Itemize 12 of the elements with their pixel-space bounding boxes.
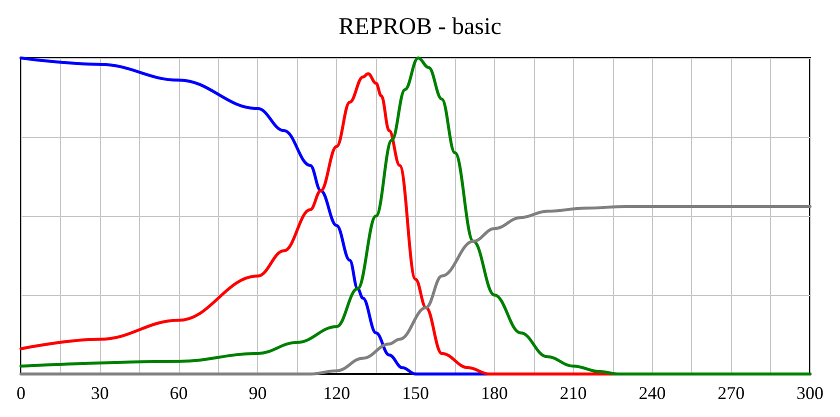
x-tick-label: 30 — [90, 383, 109, 403]
x-tick-label: 90 — [248, 383, 267, 403]
x-tick-label: 300 — [796, 383, 824, 403]
x-tick-label: 60 — [170, 383, 188, 403]
x-tick-label: 240 — [638, 383, 666, 403]
x-tick-label: 150 — [402, 383, 429, 403]
chart-title: REPROB - basic — [338, 14, 502, 40]
x-tick-label: 210 — [560, 383, 587, 403]
x-tick-label: 180 — [480, 383, 508, 403]
x-tick-label: 270 — [718, 383, 745, 403]
x-tick-label: 0 — [16, 383, 26, 403]
x-tick-label: 120 — [323, 383, 350, 403]
